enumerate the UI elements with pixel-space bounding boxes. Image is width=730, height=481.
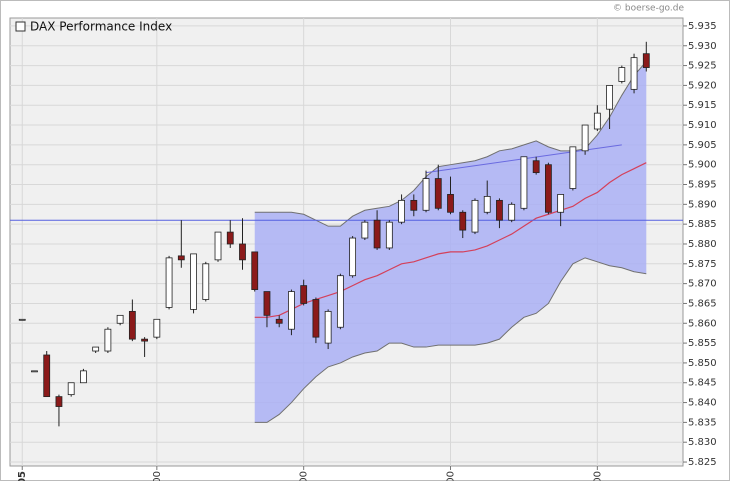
candle-body — [288, 291, 295, 330]
candle-body — [618, 67, 626, 82]
candle-body — [385, 221, 393, 249]
candle-body — [336, 275, 344, 328]
candle-body — [532, 160, 540, 174]
candle-body — [226, 231, 234, 245]
y-tick-label: 5.830 — [688, 437, 717, 448]
candle-body — [581, 124, 589, 152]
candle-body — [361, 221, 369, 239]
candle-body — [31, 370, 38, 373]
candle-body — [324, 310, 332, 344]
y-tick-label: 5.850 — [688, 358, 717, 369]
candle-body — [398, 199, 405, 223]
candle-body — [43, 354, 51, 398]
x-tick-label: 12:00 — [592, 471, 603, 481]
x-tick-label: 09:00 — [152, 471, 163, 481]
candle-body — [508, 203, 516, 221]
y-tick-label: 5.865 — [688, 298, 717, 309]
candle-body — [630, 57, 638, 90]
candle-body — [312, 299, 320, 338]
y-tick-label: 5.835 — [688, 417, 717, 428]
candle-body — [483, 196, 491, 213]
candle-body — [545, 164, 552, 213]
candle-body — [471, 199, 479, 233]
candle-body — [128, 310, 136, 340]
y-tick-label: 5.840 — [688, 398, 717, 409]
y-tick-label: 5.925 — [688, 61, 717, 72]
y-tick-label: 5.860 — [688, 318, 717, 329]
y-tick-label: 5.890 — [688, 199, 717, 210]
y-tick-label: 5.930 — [688, 41, 717, 52]
candle-body — [275, 318, 283, 324]
candle-body — [104, 328, 112, 352]
source: © boerse-go.de — [613, 4, 684, 14]
candle-body — [214, 231, 222, 261]
candle-body — [606, 84, 613, 110]
y-tick-label: 5.855 — [688, 338, 717, 349]
candle-body — [410, 199, 418, 211]
candle-body — [520, 156, 528, 209]
band-area — [254, 61, 647, 423]
candle-body — [434, 178, 442, 209]
y-tick-label: 5.920 — [688, 80, 717, 91]
candle-body — [190, 253, 197, 310]
y-tick-label: 5.895 — [688, 180, 717, 191]
y-tick-label: 5.885 — [688, 219, 717, 230]
legend-box — [15, 21, 26, 32]
band-upper — [254, 61, 647, 227]
candle-body — [67, 382, 75, 396]
candle-body — [165, 257, 173, 308]
candle-body — [447, 194, 454, 213]
y-tick-label: 5.880 — [688, 239, 717, 250]
candle-body — [239, 243, 246, 261]
candle-body — [422, 178, 430, 211]
y-tick-label: 5.870 — [688, 279, 717, 290]
y-tick-label: 5.845 — [688, 378, 717, 389]
candle-body — [459, 211, 467, 231]
candle-body — [642, 53, 650, 68]
candle-body — [593, 112, 601, 130]
y-tick-label: 5.825 — [688, 457, 717, 468]
chart-title: DAX Performance Index — [30, 20, 172, 34]
candle-body — [251, 251, 259, 290]
y-tick-label: 5.875 — [688, 259, 717, 270]
x-tick-label: 08:05 — [17, 471, 28, 481]
candle-body — [153, 318, 161, 338]
y-tick-label: 5.905 — [688, 140, 717, 151]
candle-body — [263, 291, 271, 316]
candle-body — [177, 255, 185, 261]
band-middle — [254, 162, 647, 318]
y-tick-label: 5.900 — [688, 160, 717, 171]
candle-body — [496, 199, 503, 221]
candle-body — [92, 346, 100, 352]
x-tick-label: 11:00 — [446, 471, 457, 481]
candle-body — [569, 146, 577, 189]
candle-body — [80, 370, 87, 384]
x-tick-label: 10:00 — [299, 471, 310, 481]
y-tick-label: 5.935 — [688, 21, 717, 32]
y-tick-label: 5.915 — [688, 100, 717, 111]
candle-body — [202, 263, 210, 300]
candle-body — [141, 338, 149, 342]
candle-body — [55, 396, 63, 407]
candle-body — [300, 285, 308, 304]
band-lower — [254, 257, 647, 423]
candle-body — [349, 237, 357, 277]
candle-body — [557, 194, 565, 213]
candle-body — [18, 318, 26, 321]
plot-layer — [10, 18, 683, 466]
candle-body — [116, 314, 124, 324]
candle-body — [373, 219, 381, 249]
y-tick-label: 5.910 — [688, 120, 717, 131]
